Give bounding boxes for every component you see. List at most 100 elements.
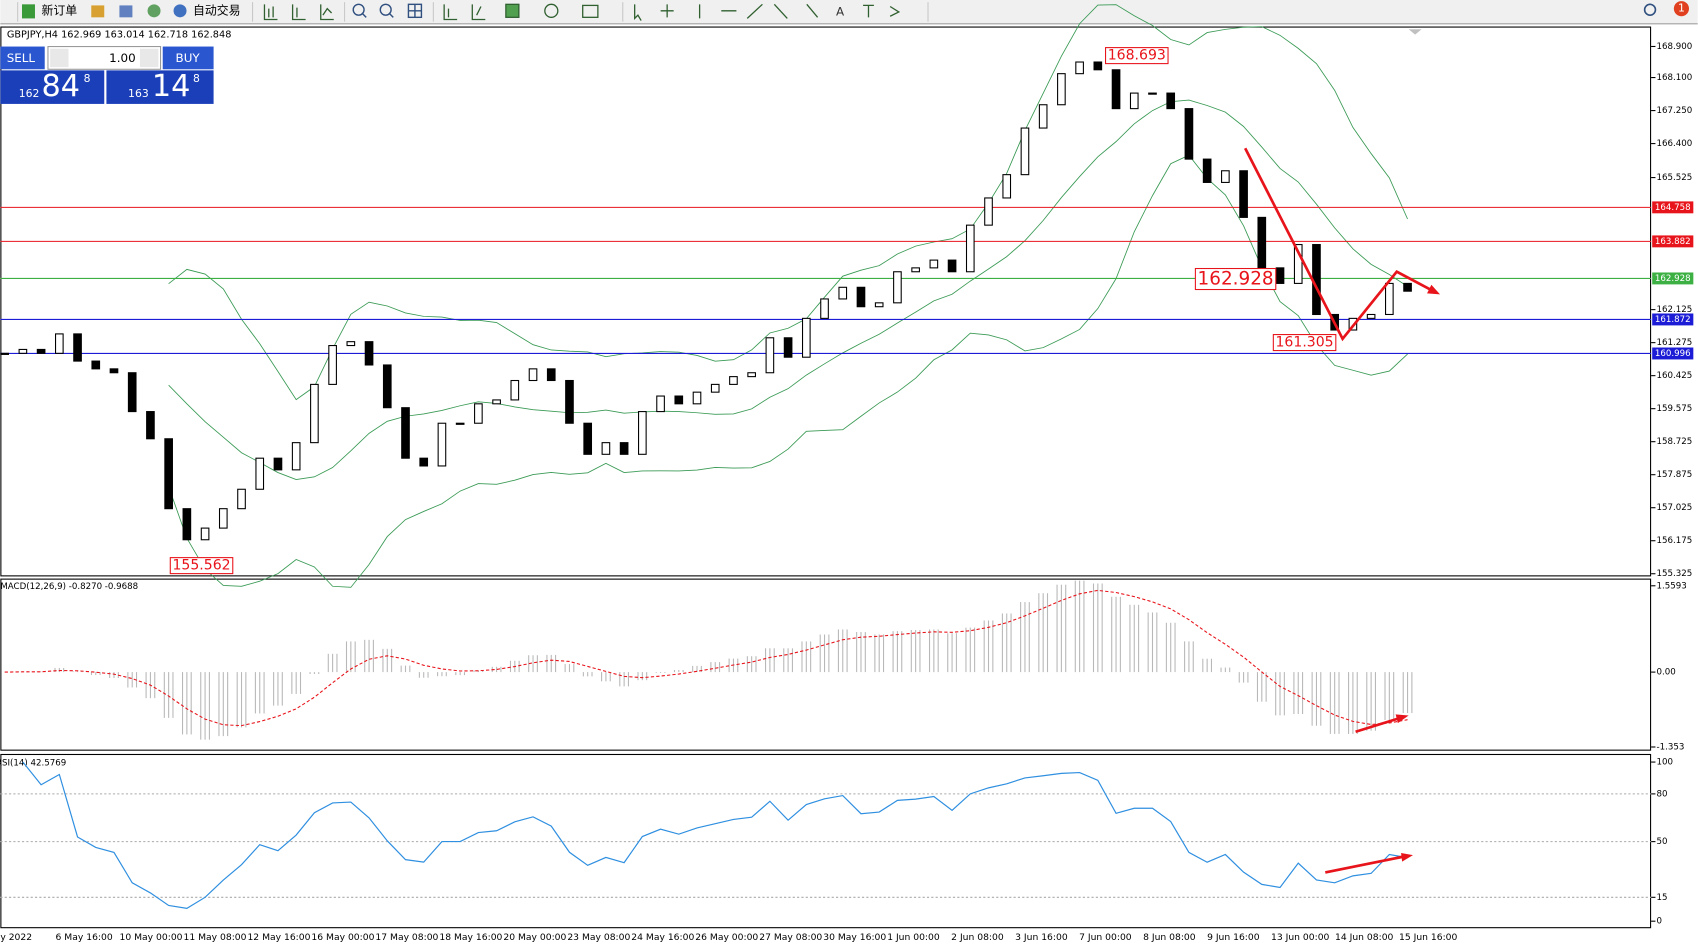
level-tag <box>1652 235 1694 248</box>
candle <box>856 286 866 308</box>
notifications[interactable]: 1 <box>1678 2 1685 15</box>
lot[interactable]: 1.00 <box>109 51 135 65</box>
candle <box>619 442 629 455</box>
x-tick-label: 2 Jun 08:00 <box>951 932 1004 943</box>
x-tick-label: 20 May 00:00 <box>503 932 566 943</box>
candle <box>874 302 884 308</box>
separators <box>17 2 929 22</box>
candle <box>164 438 173 510</box>
zoom-tools[interactable] <box>352 3 423 19</box>
candle <box>328 345 337 385</box>
y-tick-label: 168.100 <box>1657 73 1693 83</box>
y-tick-label: 168.900 <box>1657 42 1693 52</box>
level-tag <box>1652 347 1694 360</box>
candle <box>364 341 374 366</box>
notifications-badge[interactable] <box>1673 1 1689 17</box>
y-tick-label: 161.275 <box>1657 338 1693 348</box>
x-tick-label: 6 May 16:00 <box>56 932 113 943</box>
ask-main: 14 <box>152 69 191 104</box>
bid-box[interactable] <box>0 70 105 104</box>
icon[interactable] <box>119 5 133 18</box>
x-tick-label: y 2022 <box>0 932 32 943</box>
auto-trading[interactable]: 自动交易 <box>193 3 241 17</box>
candle <box>291 442 301 471</box>
symbol-info: GBPJPY,H4 162.969 163.014 162.718 162.84… <box>7 30 232 41</box>
candle <box>929 259 939 269</box>
level-label: 160.996 <box>1655 349 1691 359</box>
sell[interactable]: SELL <box>7 51 36 65</box>
chart-tools[interactable] <box>263 4 334 21</box>
candle <box>401 407 410 459</box>
x-tick-label: 7 Jun 00:00 <box>1079 932 1132 943</box>
candle <box>1202 158 1212 183</box>
candle <box>455 422 465 425</box>
candle <box>528 368 538 382</box>
macd-signal <box>4 589 1408 727</box>
candle <box>382 364 392 409</box>
y-tick-label: 166.400 <box>1657 139 1693 149</box>
bollinger-band <box>168 4 1408 401</box>
icon[interactable] <box>91 5 105 18</box>
candle <box>1093 61 1103 71</box>
drawn-arrows <box>1243 147 1433 874</box>
lot-field[interactable] <box>47 46 162 70</box>
buy-button[interactable] <box>162 46 214 70</box>
candle <box>492 399 501 405</box>
candle <box>1075 61 1084 75</box>
candle <box>419 457 429 467</box>
candle <box>109 368 119 374</box>
candle <box>1221 170 1230 183</box>
price-annotation: 161.305 <box>1275 335 1333 351</box>
annotation-box <box>1272 334 1337 352</box>
y-tick-label: 157.025 <box>1657 503 1693 513</box>
lot-down[interactable] <box>50 48 69 68</box>
y-tick-label: 0.00 <box>1657 668 1676 678</box>
candle <box>54 333 64 354</box>
x-tick-label: 30 May 16:00 <box>823 932 886 943</box>
candle <box>765 337 775 374</box>
candle <box>218 508 228 529</box>
x-tick-label: 16 May 00:00 <box>311 932 374 943</box>
candle <box>1129 92 1139 110</box>
buy[interactable]: BUY <box>176 51 201 65</box>
level-label: 164.758 <box>1655 203 1691 213</box>
candle <box>1403 282 1412 292</box>
ask-box[interactable] <box>106 70 214 104</box>
candle <box>1275 267 1285 284</box>
annotation-box <box>169 557 234 575</box>
icon[interactable] <box>147 4 161 18</box>
rsi-line <box>22 761 1408 910</box>
x-tick-label: 23 May 08:00 <box>567 932 630 943</box>
auto-trading-icon[interactable] <box>173 4 187 18</box>
new-order[interactable]: 新订单 <box>41 3 77 17</box>
bollinger-band <box>168 99 1408 480</box>
search[interactable] <box>1643 3 1657 16</box>
sell-button[interactable] <box>0 46 45 70</box>
candle <box>36 348 46 354</box>
lot-up[interactable] <box>139 48 159 68</box>
y-tick-label: 100 <box>1657 758 1674 768</box>
more-tools[interactable] <box>443 3 901 21</box>
level-label: 161.872 <box>1655 315 1691 325</box>
x-tick-label: 15 Jun 16:00 <box>1399 932 1458 943</box>
shift-marker <box>1408 29 1422 35</box>
candle <box>838 286 848 300</box>
y-tick-label: 156.175 <box>1657 536 1693 546</box>
candle <box>710 383 720 393</box>
x-tick-label: 11 May 08:00 <box>183 932 246 943</box>
level-label: 163.882 <box>1655 237 1691 247</box>
candle <box>146 411 155 440</box>
candle <box>638 411 647 455</box>
x-tick-label: 17 May 08:00 <box>375 932 438 943</box>
candle <box>656 395 665 413</box>
candle <box>1148 92 1157 95</box>
x-tick-label: 26 May 00:00 <box>695 932 758 943</box>
new-order-icon[interactable] <box>21 4 35 19</box>
annotation-box <box>1105 47 1169 65</box>
candle <box>747 372 756 378</box>
macd-label: MACD(12,26,9) -0.8270 -0.9688 <box>0 582 138 592</box>
macd-panel <box>0 578 1652 751</box>
text-tool[interactable]: A <box>836 4 845 18</box>
y-tick-label: 50 <box>1657 837 1668 847</box>
